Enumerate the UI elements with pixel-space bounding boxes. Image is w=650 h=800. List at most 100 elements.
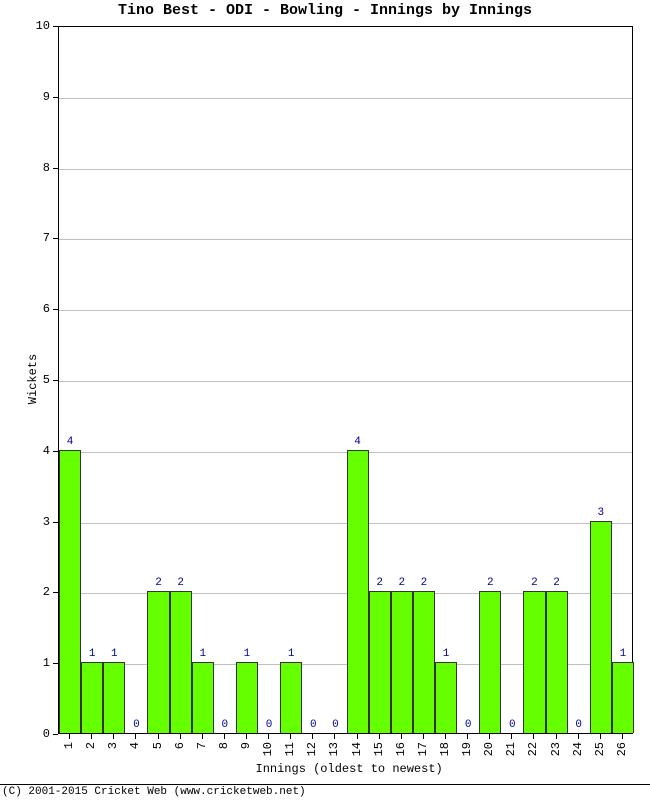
bar xyxy=(523,591,545,733)
y-tick-label: 5 xyxy=(30,373,50,387)
bar xyxy=(369,591,391,733)
bar-value-label: 4 xyxy=(354,436,361,448)
bar xyxy=(347,450,369,733)
y-tick xyxy=(53,451,58,452)
x-tick xyxy=(69,734,70,739)
chart-title: Tino Best - ODI - Bowling - Innings by I… xyxy=(0,2,650,19)
x-tick xyxy=(556,734,557,739)
gridline xyxy=(59,310,632,311)
x-tick-label: 10 xyxy=(261,742,275,756)
x-tick xyxy=(401,734,402,739)
y-tick xyxy=(53,592,58,593)
x-tick-label: 13 xyxy=(327,742,341,756)
bar xyxy=(546,591,568,733)
x-tick xyxy=(423,734,424,739)
bar-value-label: 2 xyxy=(376,577,383,589)
x-tick xyxy=(246,734,247,739)
gridline xyxy=(59,169,632,170)
bar-value-label: 0 xyxy=(332,719,339,731)
x-tick-label: 18 xyxy=(438,742,452,756)
x-tick xyxy=(334,734,335,739)
x-tick-label: 21 xyxy=(504,742,518,756)
bar xyxy=(479,591,501,733)
x-tick-label: 7 xyxy=(195,742,209,749)
gridline xyxy=(59,98,632,99)
x-tick-label: 4 xyxy=(128,742,142,749)
bar xyxy=(435,662,457,733)
chart-container: Tino Best - ODI - Bowling - Innings by I… xyxy=(0,0,650,800)
y-tick xyxy=(53,238,58,239)
x-tick-label: 20 xyxy=(482,742,496,756)
y-tick xyxy=(53,168,58,169)
bar-value-label: 1 xyxy=(620,648,627,660)
bar-value-label: 4 xyxy=(67,436,74,448)
y-tick-label: 3 xyxy=(30,515,50,529)
bar-value-label: 0 xyxy=(465,719,472,731)
x-tick-label: 11 xyxy=(283,742,297,756)
y-tick-label: 6 xyxy=(30,302,50,316)
x-tick xyxy=(312,734,313,739)
x-axis-label: Innings (oldest to newest) xyxy=(256,762,443,776)
bar-value-label: 0 xyxy=(222,719,229,731)
x-tick-label: 16 xyxy=(394,742,408,756)
x-tick-label: 2 xyxy=(84,742,98,749)
credit-text: (C) 2001-2015 Cricket Web (www.cricketwe… xyxy=(2,786,306,798)
y-tick xyxy=(53,380,58,381)
y-tick-label: 8 xyxy=(30,161,50,175)
x-tick-label: 8 xyxy=(217,742,231,749)
x-tick xyxy=(622,734,623,739)
x-tick-label: 9 xyxy=(239,742,253,749)
y-tick-label: 4 xyxy=(30,444,50,458)
bar-value-label: 2 xyxy=(531,577,538,589)
x-tick xyxy=(135,734,136,739)
bar xyxy=(192,662,214,733)
x-tick xyxy=(467,734,468,739)
x-tick-label: 3 xyxy=(106,742,120,749)
x-tick xyxy=(357,734,358,739)
x-tick-label: 12 xyxy=(305,742,319,756)
bar xyxy=(612,662,634,733)
x-tick xyxy=(379,734,380,739)
y-tick xyxy=(53,522,58,523)
bar-value-label: 2 xyxy=(553,577,560,589)
x-tick xyxy=(202,734,203,739)
bar xyxy=(280,662,302,733)
y-tick-label: 0 xyxy=(30,727,50,741)
x-tick xyxy=(224,734,225,739)
x-tick-label: 5 xyxy=(151,742,165,749)
x-tick-label: 17 xyxy=(416,742,430,756)
gridline xyxy=(59,381,632,382)
bar xyxy=(236,662,258,733)
bar xyxy=(413,591,435,733)
bar-value-label: 0 xyxy=(266,719,273,731)
x-tick-label: 26 xyxy=(615,742,629,756)
x-tick-label: 15 xyxy=(372,742,386,756)
gridline xyxy=(59,239,632,240)
bar-value-label: 2 xyxy=(177,577,184,589)
bar-value-label: 2 xyxy=(487,577,494,589)
bar xyxy=(103,662,125,733)
bar xyxy=(590,521,612,733)
y-tick-label: 2 xyxy=(30,585,50,599)
x-tick-label: 23 xyxy=(549,742,563,756)
y-tick xyxy=(53,97,58,98)
gridline xyxy=(59,452,632,453)
y-tick-label: 9 xyxy=(30,90,50,104)
x-tick-label: 24 xyxy=(571,742,585,756)
bar xyxy=(59,450,81,733)
x-tick-label: 1 xyxy=(62,742,76,749)
bar xyxy=(391,591,413,733)
gridline xyxy=(59,523,632,524)
x-tick-label: 6 xyxy=(173,742,187,749)
credit-divider xyxy=(0,784,650,785)
bar-value-label: 2 xyxy=(155,577,162,589)
x-tick xyxy=(533,734,534,739)
bar-value-label: 2 xyxy=(421,577,428,589)
y-tick xyxy=(53,663,58,664)
bar-value-label: 1 xyxy=(443,648,450,660)
bar-value-label: 0 xyxy=(575,719,582,731)
bar-value-label: 3 xyxy=(598,507,605,519)
bar-value-label: 1 xyxy=(244,648,251,660)
x-tick-label: 14 xyxy=(350,742,364,756)
bar xyxy=(170,591,192,733)
